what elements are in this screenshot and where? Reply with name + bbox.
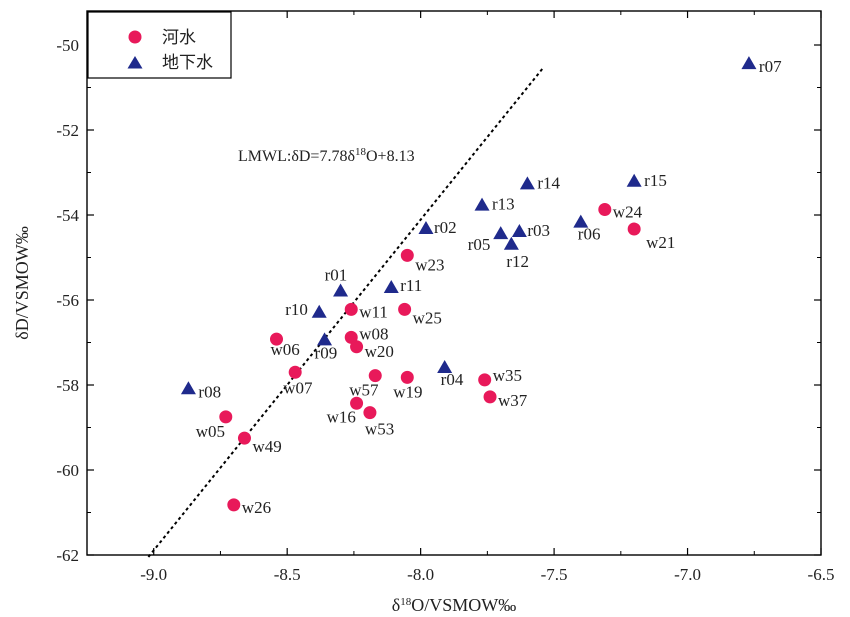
groundwater-point-r03 [511,223,527,237]
groundwater-point-r02 [418,220,434,234]
legend-ground-marker [127,56,143,69]
lmwl-annotation-sup: 18 [355,146,367,158]
legend: 河水 地下水 [87,11,232,79]
groundwater-point-r07 [741,56,757,70]
legend-river-marker [128,30,142,44]
point-label-w21: w21 [646,233,675,252]
point-label-r08: r08 [198,382,221,401]
groundwater-point-r10 [311,304,327,318]
river-point-w21 [627,222,641,236]
point-label-w26: w26 [242,498,271,517]
y-tick-label: -52 [56,121,79,140]
river-point-w06 [270,332,284,346]
y-tick-label: -56 [56,291,79,310]
point-label-w57: w57 [349,381,379,400]
river-point-w26 [227,498,241,512]
point-label-w08: w08 [359,324,388,343]
x-tick-label: -9.0 [140,565,167,584]
x-tick-label: -8.5 [274,565,301,584]
point-label-r07: r07 [759,57,782,76]
legend-ground-label: 地下水 [162,53,213,73]
legend-river-label: 河水 [162,28,196,48]
point-label-w07: w07 [283,378,313,397]
x-tick-labels: -9.0 -8.5 -8.0 -7.5 -7.0 -6.5 [140,565,834,584]
point-label-r13: r13 [492,195,515,214]
point-label-w19: w19 [393,382,422,401]
river-point-w05 [219,410,233,424]
point-label-r15: r15 [644,171,667,190]
river-point-w53 [363,406,377,420]
point-label-w53: w53 [365,420,394,439]
point-label-w35: w35 [493,366,522,385]
river-point-w19 [400,370,414,384]
groundwater-point-r14 [519,176,535,190]
point-label-w20: w20 [365,342,394,361]
river-point-w57 [368,369,382,383]
lmwl-annotation: LMWL:δD=7.78δ18O+8.13 [238,146,415,165]
y-tick-label: -58 [56,376,79,395]
groundwater-point-r13 [474,197,490,211]
point-label-w37: w37 [498,391,528,410]
point-label-w05: w05 [196,422,225,441]
point-label-r10: r10 [285,300,308,319]
river-point-w24 [598,202,612,216]
y-axis-title: δD/VSMOW‰ [12,226,32,339]
point-label-r05: r05 [468,235,491,254]
point-label-r09: r09 [315,343,338,362]
point-labels: w05 w06 w07 w08 w11 w16 w19 w20 w21 w23 w24 w25 w26 w… [196,57,782,517]
groundwater-point-r15 [626,173,642,187]
x-tick-label: -6.5 [808,565,835,584]
groundwater-point-r01 [333,283,349,297]
y-tick-label: -54 [56,206,79,225]
point-label-r12: r12 [506,252,529,271]
x-tick-label: -8.0 [407,565,434,584]
axis-ticks [87,11,822,556]
point-label-r11: r11 [400,276,422,295]
groundwater-point-r05 [493,226,509,240]
x-tick-label: -7.5 [541,565,568,584]
groundwater-point-r11 [383,280,399,294]
point-label-w24: w24 [613,202,643,221]
point-label-w06: w06 [271,340,300,359]
y-tick-label: -50 [56,36,79,55]
groundwater-point-r09 [317,332,333,346]
groundwater-point-r12 [503,236,519,250]
river-point-w37 [483,390,497,404]
river-point-w16 [350,396,364,410]
groundwater-point-r04 [437,359,453,373]
x-axis-title: δ18O/VSMOW‰ [392,595,517,615]
groundwater-point-r06 [573,214,589,228]
point-label-r01: r01 [325,266,348,285]
river-point-w11 [344,302,358,316]
y-tick-labels: -62 -60 -58 -56 -54 -52 -50 [56,36,79,565]
river-point-w35 [478,373,492,387]
point-label-w11: w11 [359,302,388,321]
y-tick-label: -62 [56,546,79,565]
x-axis-title-sup: 18 [400,596,412,608]
river-point-w20 [350,340,364,354]
river-point-w07 [288,365,302,379]
river-point-w23 [400,248,414,262]
plot-frame [86,10,822,556]
point-label-r06: r06 [578,225,601,244]
river-point-w25 [398,302,412,316]
point-label-r14: r14 [537,173,560,192]
point-label-r04: r04 [441,370,464,389]
legend-box [87,11,232,79]
point-label-w49: w49 [252,437,281,456]
groundwater-point-r08 [180,381,196,395]
x-tick-label: -7.0 [674,565,701,584]
point-label-w16: w16 [327,407,356,426]
point-label-r03: r03 [527,221,550,240]
point-label-w23: w23 [415,255,444,274]
point-label-w25: w25 [413,308,442,327]
y-tick-label: -60 [56,461,79,480]
data-points [180,56,757,512]
river-point-w49 [237,431,251,445]
point-label-r02: r02 [434,218,457,237]
